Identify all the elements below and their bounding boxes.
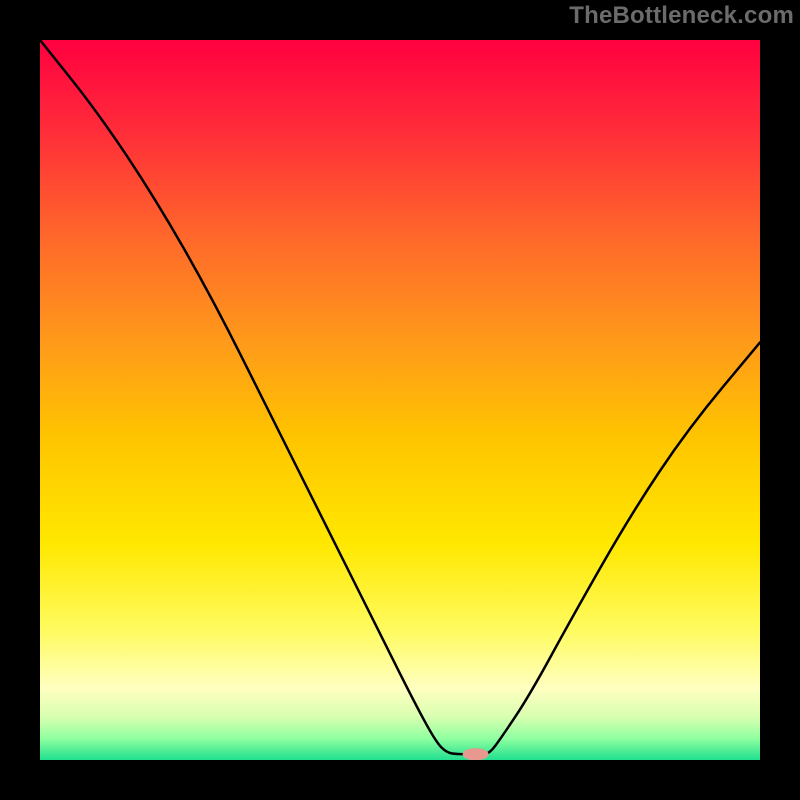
bottleneck-chart <box>40 40 760 760</box>
chart-container: TheBottleneck.com <box>0 0 800 800</box>
plot-background <box>40 40 760 760</box>
watermark-text: TheBottleneck.com <box>569 2 794 30</box>
plot-area <box>40 40 760 760</box>
optimal-marker <box>463 748 489 760</box>
